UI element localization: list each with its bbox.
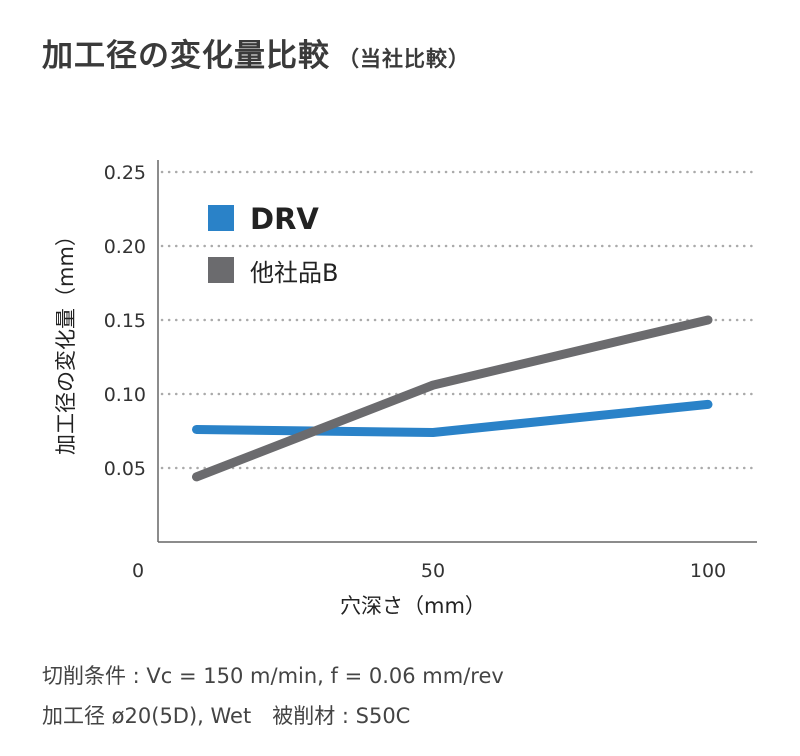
cutting-conditions: 切削条件 : Vc = 150 m/min, f = 0.06 mm/rev <box>42 664 504 688</box>
legend-swatch <box>208 257 234 283</box>
y-tick-label: 0.15 <box>104 310 146 332</box>
legend-swatch <box>208 205 234 231</box>
x-tick-label: 0 <box>132 560 144 582</box>
y-tick-label: 0.10 <box>104 384 146 406</box>
series-line-1 <box>192 315 713 482</box>
legend-label: DRV <box>250 202 319 236</box>
title-text: 加工径の変化量比較 <box>42 38 330 74</box>
y-tick-label: 0.25 <box>104 162 146 184</box>
y-tick-label: 0.20 <box>104 236 146 258</box>
y-axis-label: 加工径の変化量（mm） <box>54 225 78 455</box>
x-axis-label: 穴深さ（mm） <box>340 594 486 618</box>
subtitle-text: （当社比較） <box>338 47 470 71</box>
series-line-0 <box>192 399 713 437</box>
hole-conditions: 加工径 ø20(5D), Wet 被削材 : S50C <box>42 704 411 728</box>
chart-title: 加工径の変化量比較 （当社比較） <box>42 30 470 75</box>
legend-label: 他社品B <box>250 259 338 287</box>
x-tick-label: 100 <box>690 560 726 582</box>
x-tick-label: 50 <box>421 560 445 582</box>
y-tick-label: 0.05 <box>104 458 146 480</box>
